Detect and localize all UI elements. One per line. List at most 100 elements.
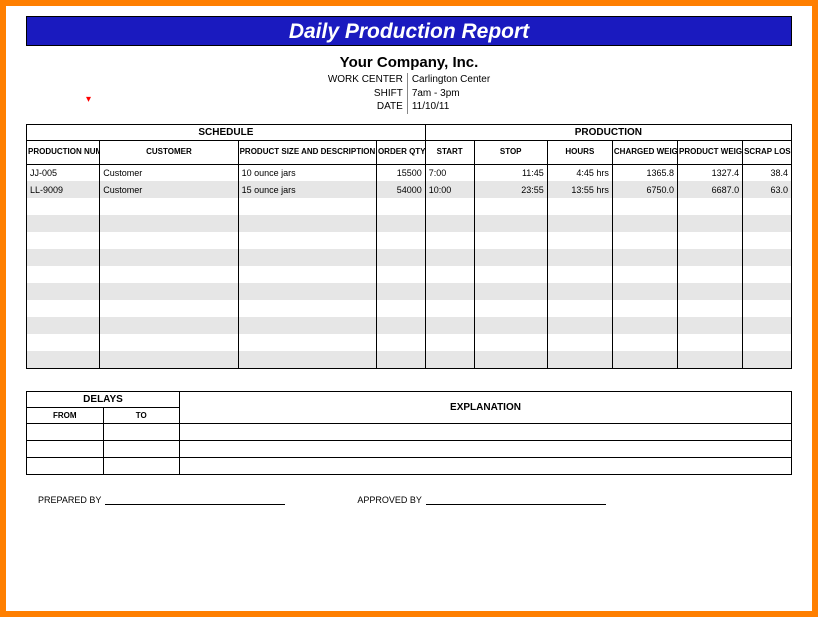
- cell-hours: [547, 198, 612, 215]
- schedule-header: SCHEDULE: [27, 124, 426, 140]
- cell-order_qty: [376, 317, 425, 334]
- cell-charged_weight: [612, 317, 677, 334]
- table-row: [27, 334, 792, 351]
- table-row: [27, 232, 792, 249]
- col-prod-num: PRODUCTION NUMBER: [27, 140, 100, 164]
- cell-customer: Customer: [100, 164, 238, 181]
- explanation-cell: [180, 440, 792, 457]
- prepared-by-line: [105, 495, 285, 505]
- col-hours: HOURS: [547, 140, 612, 164]
- cell-stop: [474, 266, 547, 283]
- cell-charged_weight: 6750.0: [612, 181, 677, 198]
- cell-customer: Customer: [100, 181, 238, 198]
- col-product: PRODUCT SIZE AND DESCRIPTION: [238, 140, 376, 164]
- table-row: [27, 198, 792, 215]
- cell-scrap_loss: [743, 317, 792, 334]
- delays-row: [27, 440, 792, 457]
- cell-start: [425, 232, 474, 249]
- cell-prod_num: [27, 317, 100, 334]
- cell-scrap_loss: [743, 266, 792, 283]
- cell-product: [238, 351, 376, 368]
- cell-product_weight: 1327.4: [678, 164, 743, 181]
- delays-from-cell: [27, 423, 104, 440]
- cell-scrap_loss: [743, 283, 792, 300]
- cell-start: [425, 215, 474, 232]
- cell-product: [238, 232, 376, 249]
- col-customer: CUSTOMER: [100, 140, 238, 164]
- cell-product_weight: [678, 266, 743, 283]
- explanation-cell: [180, 423, 792, 440]
- col-scrap-loss: SCRAP LOSS: [743, 140, 792, 164]
- cell-order_qty: [376, 198, 425, 215]
- cell-stop: [474, 317, 547, 334]
- shift-label: SHIFT: [328, 87, 403, 101]
- shift-value: 7am - 3pm: [412, 87, 490, 101]
- cell-start: [425, 334, 474, 351]
- cell-prod_num: [27, 334, 100, 351]
- cell-start: [425, 266, 474, 283]
- cell-prod_num: [27, 232, 100, 249]
- cell-start: [425, 283, 474, 300]
- cell-product_weight: [678, 198, 743, 215]
- cell-product: [238, 266, 376, 283]
- delays-row: [27, 457, 792, 474]
- cell-stop: 23:55: [474, 181, 547, 198]
- table-row: [27, 300, 792, 317]
- delays-from-cell: [27, 457, 104, 474]
- table-row: JJ-005Customer10 ounce jars155007:0011:4…: [27, 164, 792, 181]
- cell-scrap_loss: 63.0: [743, 181, 792, 198]
- cell-scrap_loss: [743, 300, 792, 317]
- cell-prod_num: JJ-005: [27, 164, 100, 181]
- cell-product_weight: [678, 334, 743, 351]
- table-row: [27, 266, 792, 283]
- report-frame: Daily Production Report Your Company, In…: [0, 0, 818, 617]
- col-product-weight: PRODUCT WEIGHT: [678, 140, 743, 164]
- cell-hours: [547, 249, 612, 266]
- cell-charged_weight: [612, 334, 677, 351]
- delays-header: DELAYS: [27, 391, 180, 407]
- cell-start: 7:00: [425, 164, 474, 181]
- cell-customer: [100, 249, 238, 266]
- production-table: SCHEDULE PRODUCTION PRODUCTION NUMBER CU…: [26, 124, 792, 369]
- cell-product: [238, 249, 376, 266]
- work-center-label: WORK CENTER: [328, 73, 403, 87]
- cell-start: [425, 300, 474, 317]
- cell-order_qty: [376, 351, 425, 368]
- cell-customer: [100, 198, 238, 215]
- meta-block: WORK CENTER SHIFT DATE Carlington Center…: [26, 73, 792, 114]
- cell-charged_weight: [612, 249, 677, 266]
- cell-stop: [474, 334, 547, 351]
- delays-to: TO: [103, 407, 180, 423]
- cell-hours: [547, 215, 612, 232]
- cell-product_weight: [678, 317, 743, 334]
- cell-product_weight: [678, 300, 743, 317]
- cell-start: 10:00: [425, 181, 474, 198]
- cell-order_qty: [376, 266, 425, 283]
- cell-charged_weight: [612, 198, 677, 215]
- explanation-cell: [180, 457, 792, 474]
- cell-product: [238, 300, 376, 317]
- cell-scrap_loss: [743, 351, 792, 368]
- cell-product: 10 ounce jars: [238, 164, 376, 181]
- col-charged-weight: CHARGED WEIGHT: [612, 140, 677, 164]
- cell-charged_weight: [612, 232, 677, 249]
- delays-to-cell: [103, 440, 180, 457]
- cell-product_weight: [678, 215, 743, 232]
- cell-product_weight: [678, 283, 743, 300]
- cell-charged_weight: 1365.8: [612, 164, 677, 181]
- signature-row: PREPARED BY APPROVED BY: [26, 495, 792, 505]
- cell-hours: [547, 266, 612, 283]
- cell-order_qty: [376, 283, 425, 300]
- cell-prod_num: [27, 266, 100, 283]
- cell-customer: [100, 334, 238, 351]
- cell-start: [425, 317, 474, 334]
- delays-to-cell: [103, 423, 180, 440]
- cell-customer: [100, 300, 238, 317]
- delays-from: FROM: [27, 407, 104, 423]
- cell-product_weight: 6687.0: [678, 181, 743, 198]
- cell-customer: [100, 266, 238, 283]
- cell-order_qty: [376, 232, 425, 249]
- cell-stop: [474, 198, 547, 215]
- cell-prod_num: [27, 198, 100, 215]
- cell-stop: [474, 300, 547, 317]
